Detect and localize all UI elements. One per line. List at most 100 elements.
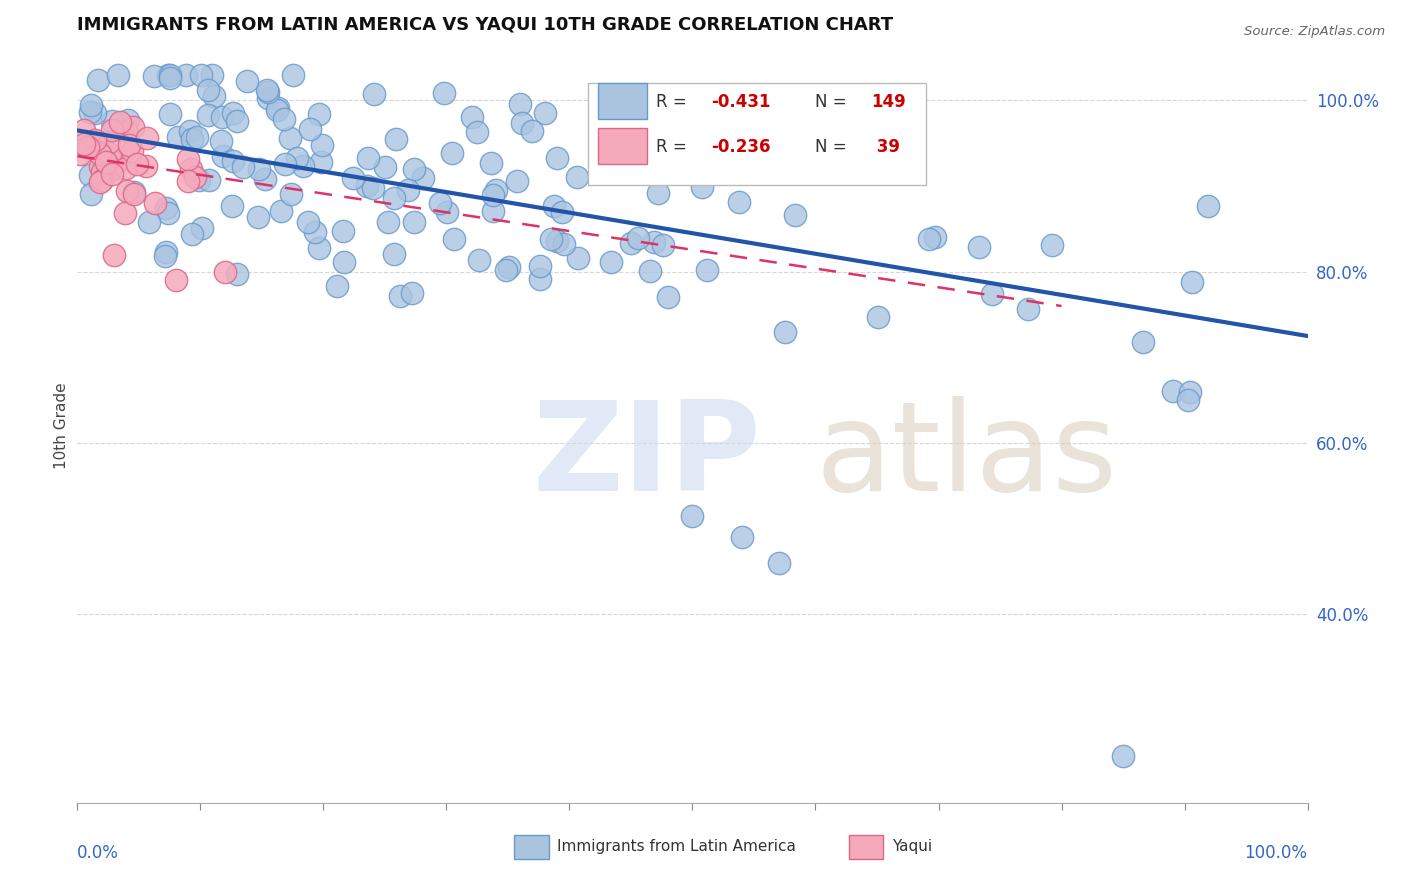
Point	[177, 174, 200, 188]
Point	[304, 225, 326, 239]
FancyBboxPatch shape	[598, 128, 647, 164]
Point	[105, 155, 128, 169]
Point	[90, 165, 112, 179]
Point	[98, 136, 121, 150]
Text: -0.236: -0.236	[711, 138, 770, 156]
Point	[232, 160, 254, 174]
Text: 39: 39	[870, 138, 900, 156]
Point	[620, 235, 643, 250]
Point	[84, 106, 107, 120]
Point	[657, 290, 679, 304]
Point	[157, 68, 180, 82]
Point	[1132, 334, 1154, 349]
Point	[551, 205, 574, 219]
Text: Source: ZipAtlas.com: Source: ZipAtlas.com	[1244, 25, 1385, 38]
Point	[627, 230, 650, 244]
Point	[443, 231, 465, 245]
Point	[540, 232, 562, 246]
Point	[356, 151, 378, 165]
Point	[114, 124, 136, 138]
Point	[136, 130, 159, 145]
Point	[101, 161, 124, 176]
Point	[1042, 238, 1064, 252]
Point	[211, 149, 233, 163]
Point	[253, 171, 276, 186]
Point	[77, 139, 100, 153]
Point	[482, 203, 505, 218]
Point	[167, 129, 190, 144]
Point	[363, 181, 385, 195]
Point	[510, 116, 533, 130]
Point	[83, 133, 105, 147]
Point	[278, 130, 301, 145]
Point	[159, 71, 181, 86]
Point	[87, 145, 110, 159]
Point	[214, 265, 236, 279]
Point	[190, 68, 212, 82]
Point	[682, 508, 704, 523]
Point	[967, 240, 990, 254]
FancyBboxPatch shape	[598, 83, 647, 120]
Point	[308, 107, 330, 121]
Point	[209, 134, 232, 148]
Point	[342, 170, 364, 185]
Point	[202, 88, 225, 103]
Point	[101, 152, 124, 166]
Point	[257, 85, 280, 99]
Text: IMMIGRANTS FROM LATIN AMERICA VS YAQUI 10TH GRADE CORRELATION CHART: IMMIGRANTS FROM LATIN AMERICA VS YAQUI 1…	[77, 16, 893, 34]
Point	[89, 147, 111, 161]
Point	[110, 115, 132, 129]
Point	[165, 273, 187, 287]
Point	[382, 247, 405, 261]
Point	[188, 173, 211, 187]
Point	[266, 101, 288, 115]
Point	[221, 105, 243, 120]
Point	[385, 132, 408, 146]
Point	[643, 235, 665, 249]
Point	[356, 179, 378, 194]
Point	[332, 224, 354, 238]
Point	[143, 69, 166, 83]
Point	[308, 241, 330, 255]
Point	[647, 186, 669, 201]
FancyBboxPatch shape	[515, 835, 548, 859]
Point	[401, 286, 423, 301]
FancyBboxPatch shape	[849, 835, 883, 859]
Point	[197, 108, 219, 122]
Point	[533, 105, 555, 120]
Point	[186, 130, 208, 145]
Point	[495, 262, 517, 277]
Text: -0.431: -0.431	[711, 93, 770, 111]
Point	[135, 159, 157, 173]
Text: Yaqui: Yaqui	[891, 839, 932, 854]
Point	[1112, 748, 1135, 763]
Point	[465, 125, 488, 139]
Point	[156, 206, 179, 220]
Point	[374, 160, 396, 174]
Text: R =: R =	[655, 93, 686, 111]
Point	[291, 159, 314, 173]
Point	[1177, 392, 1199, 407]
Point	[201, 68, 224, 82]
Point	[89, 159, 111, 173]
Point	[80, 187, 103, 202]
Point	[388, 289, 411, 303]
Point	[115, 184, 138, 198]
Point	[1197, 199, 1219, 213]
Point	[174, 68, 197, 82]
Point	[485, 183, 508, 197]
Point	[638, 264, 661, 278]
Point	[180, 161, 202, 176]
Point	[197, 83, 219, 97]
Point	[651, 238, 673, 252]
Point	[529, 271, 551, 285]
Point	[412, 171, 434, 186]
Point	[101, 114, 124, 128]
Point	[103, 247, 125, 261]
Point	[274, 157, 297, 171]
Text: 149: 149	[870, 93, 905, 111]
Point	[285, 152, 308, 166]
Point	[122, 186, 145, 200]
Point	[89, 175, 111, 189]
Point	[246, 210, 269, 224]
